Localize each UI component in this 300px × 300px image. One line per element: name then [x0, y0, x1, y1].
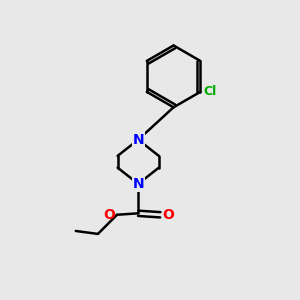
Text: N: N: [132, 177, 144, 191]
Text: O: O: [103, 208, 115, 222]
Text: Cl: Cl: [204, 85, 217, 98]
Text: N: N: [132, 133, 144, 147]
Text: O: O: [163, 208, 175, 222]
